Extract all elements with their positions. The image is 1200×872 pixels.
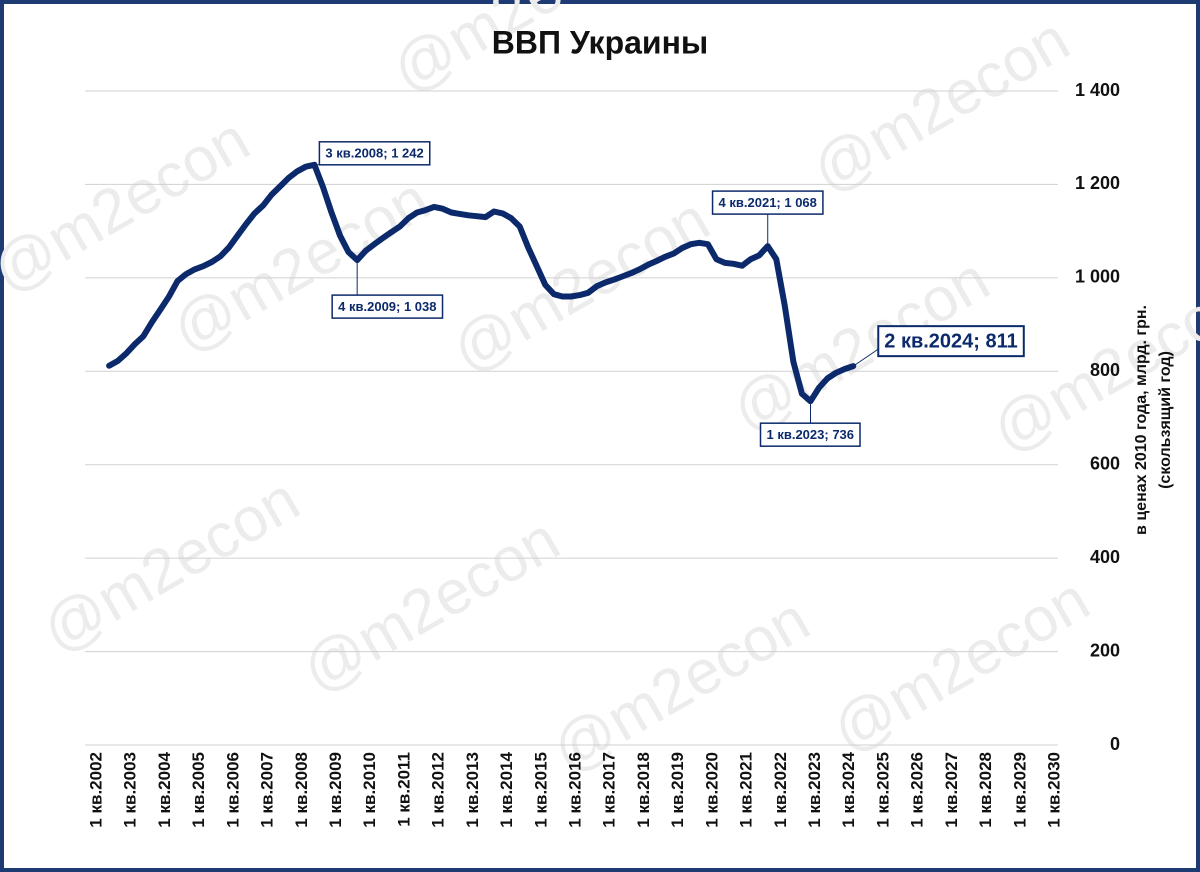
data-label-text: 4 кв.2009; 1 038 [338,299,436,314]
x-tick-label: 1 кв.2003 [121,752,140,828]
data-label-text: 1 кв.2023; 736 [767,427,855,442]
y-axis-label: (скользящий год) [1157,351,1174,489]
y-tick-label: 400 [1090,547,1120,567]
data-label: 1 кв.2023; 736 [759,401,861,447]
x-tick-label: 1 кв.2026 [908,752,927,828]
label-box [759,422,861,447]
x-tick-label: 1 кв.2018 [634,752,653,828]
x-tick-label: 1 кв.2028 [976,752,995,828]
x-tick-label: 1 кв.2020 [702,752,721,828]
leader-line [852,348,879,367]
data-label: 4 кв.2021; 1 068 [711,190,824,247]
x-tick-label: 1 кв.2010 [360,752,379,828]
x-tick-label: 1 кв.2011 [394,752,413,827]
data-label-text: 4 кв.2021; 1 068 [719,195,817,210]
y-tick-label: 200 [1090,640,1120,660]
x-tick-label: 1 кв.2015 [531,752,550,828]
x-tick-label: 1 кв.2005 [189,752,208,828]
label-box [711,190,824,215]
x-tick-label: 1 кв.2017 [600,752,619,828]
x-tick-label: 1 кв.2009 [326,752,345,828]
label-box [318,141,431,166]
y-tick-label: 1 200 [1075,173,1120,193]
x-tick-label: 1 кв.2025 [873,752,892,828]
label-box [331,294,444,319]
x-tick-label: 1 кв.2024 [839,751,858,827]
data-label-text: 2 кв.2024; 811 [884,330,1018,352]
x-tick-label: 1 кв.2008 [292,752,311,828]
x-tick-label: 1 кв.2023 [805,752,824,828]
x-tick-label: 1 кв.2027 [942,752,961,828]
y-axis-label: в ценах 2010 года, млрд. грн. [1133,305,1150,535]
x-tick-label: 1 кв.2030 [1044,752,1063,828]
x-tick-label: 1 кв.2021 [737,752,756,828]
y-tick-label: 0 [1110,734,1120,754]
x-tick-label: 1 кв.2012 [429,752,448,828]
x-tick-label: 1 кв.2006 [223,752,242,828]
x-tick-label: 1 кв.2022 [771,752,790,828]
y-tick-label: 800 [1090,360,1120,380]
x-tick-label: 1 кв.2029 [1010,752,1029,828]
x-tick-label: 1 кв.2016 [565,752,584,828]
data-label: 3 кв.2008; 1 242 [314,141,431,166]
y-tick-label: 1 000 [1075,267,1120,287]
data-label: 2 кв.2024; 811 [852,325,1025,367]
x-tick-label: 1 кв.2013 [463,752,482,828]
x-tick-label: 1 кв.2014 [497,751,516,827]
data-label: 4 кв.2009; 1 038 [331,260,444,319]
x-tick-label: 1 кв.2019 [668,752,687,828]
line-series [106,161,857,405]
x-tick-label: 1 кв.2007 [258,752,277,828]
x-tick-label: 1 кв.2004 [155,751,174,827]
y-tick-label: 600 [1090,453,1120,473]
label-box [877,325,1025,358]
data-label-text: 3 кв.2008; 1 242 [325,146,423,161]
x-tick-label: 1 кв.2002 [86,752,105,828]
chart-title: ВВП Украины [492,24,708,60]
y-tick-label: 1 400 [1075,80,1120,100]
